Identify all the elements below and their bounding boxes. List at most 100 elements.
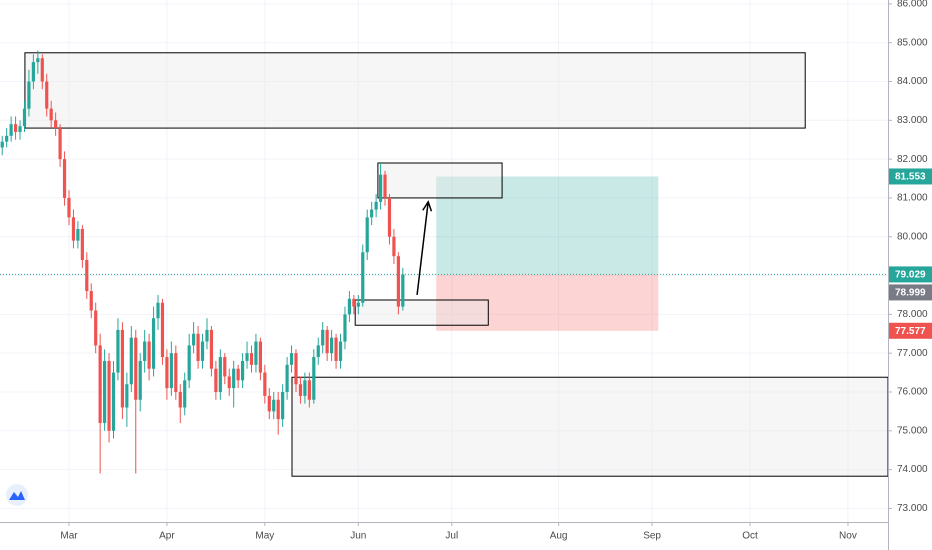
x-tick-label: May: [255, 531, 274, 542]
x-tick-label: Nov: [839, 531, 857, 542]
candle-body: [218, 357, 222, 392]
candle-body: [387, 197, 392, 237]
y-tick-label: 83.000: [897, 115, 928, 126]
candle-body: [227, 376, 231, 389]
y-tick-label: 81.000: [897, 193, 928, 204]
candle-body: [13, 124, 18, 132]
price-badge-label: 77.577: [895, 326, 926, 337]
candle-body: [178, 391, 182, 408]
candle-body: [370, 209, 374, 218]
candle-body: [98, 345, 102, 424]
price-badge: [889, 322, 932, 339]
candle-body: [58, 128, 62, 160]
y-tick-label: 85.000: [897, 37, 928, 48]
candle-body: [107, 360, 111, 431]
candle-body: [392, 236, 396, 257]
y-tick-label: 75.000: [897, 425, 928, 436]
y-tick-label: 76.000: [897, 387, 928, 398]
candle-body: [205, 329, 209, 342]
candle-body: [401, 274, 405, 307]
candle-body: [160, 302, 165, 358]
candle-body: [174, 353, 178, 392]
candle-body: [165, 357, 169, 389]
candle-body: [183, 380, 187, 408]
candle-body: [272, 399, 276, 412]
candle-body: [254, 341, 258, 365]
candle-body: [303, 380, 307, 396]
candle-body: [214, 368, 218, 392]
candle-body: [36, 58, 40, 63]
candle-body: [258, 341, 262, 373]
candle-body: [267, 395, 271, 412]
candle-body: [347, 298, 352, 315]
y-tick-label: 80.000: [897, 231, 928, 242]
candle-body: [31, 62, 35, 82]
y-tick-label: 84.000: [897, 76, 928, 87]
candle-body: [103, 360, 107, 424]
candle-body: [240, 360, 245, 381]
candle-body: [125, 384, 129, 408]
price-badge: [889, 266, 932, 283]
y-tick-label: 77.000: [897, 348, 928, 359]
candle-body: [169, 353, 173, 389]
candle-body: [151, 318, 156, 369]
candle-body: [232, 368, 236, 389]
candle-body: [223, 357, 227, 377]
x-tick-label: Oct: [742, 531, 758, 542]
candle-body: [338, 341, 343, 361]
candle-body: [134, 337, 138, 400]
candle-body: [89, 291, 93, 311]
candle-body: [156, 302, 160, 319]
candle-body: [378, 174, 383, 202]
candle-body: [111, 372, 116, 431]
candle-body: [120, 329, 125, 408]
zone: [354, 299, 489, 326]
candle-body: [18, 126, 22, 132]
target-area: [436, 176, 659, 275]
x-tick-label: Jun: [350, 531, 366, 542]
x-tick-label: Jul: [445, 531, 458, 542]
x-tick-label: Mar: [60, 531, 78, 542]
candle-body: [5, 135, 9, 142]
candle-body: [80, 228, 84, 261]
candle-body: [138, 360, 142, 400]
candle-body: [352, 298, 356, 307]
candle-body: [200, 341, 205, 361]
candle-body: [143, 341, 147, 361]
candle-body: [281, 391, 285, 420]
candle-body: [22, 108, 27, 127]
candle-body: [27, 81, 31, 109]
candle-body: [276, 399, 280, 420]
candle-body: [356, 302, 360, 307]
candle-body: [147, 341, 151, 369]
candle-body: [192, 333, 196, 346]
candle-body: [316, 345, 320, 358]
candle-body: [9, 124, 13, 136]
candle-body: [334, 337, 338, 361]
candle-body: [374, 201, 378, 210]
price-badge-label: 81.553: [895, 172, 926, 183]
arrow-line: [416, 201, 429, 296]
candle-body: [85, 260, 89, 292]
candle-body: [0, 141, 4, 148]
candle-body: [196, 333, 200, 361]
candle-body: [343, 314, 347, 342]
y-tick-label: 86.000: [897, 0, 928, 10]
candle-body: [129, 337, 133, 385]
candle-body: [67, 197, 71, 218]
candle-body: [40, 58, 44, 82]
y-tick-label: 78.000: [897, 309, 928, 320]
candle-body: [294, 353, 298, 385]
candle-body: [245, 353, 249, 361]
price-badge: [889, 284, 932, 301]
candle-body: [94, 310, 98, 346]
candle-body: [298, 384, 303, 396]
logo-bg: [6, 484, 28, 506]
logo: [6, 484, 28, 506]
candle-body: [325, 329, 329, 354]
candle-body: [187, 345, 191, 381]
x-tick-label: Sep: [643, 531, 661, 542]
candle-body: [249, 353, 254, 365]
